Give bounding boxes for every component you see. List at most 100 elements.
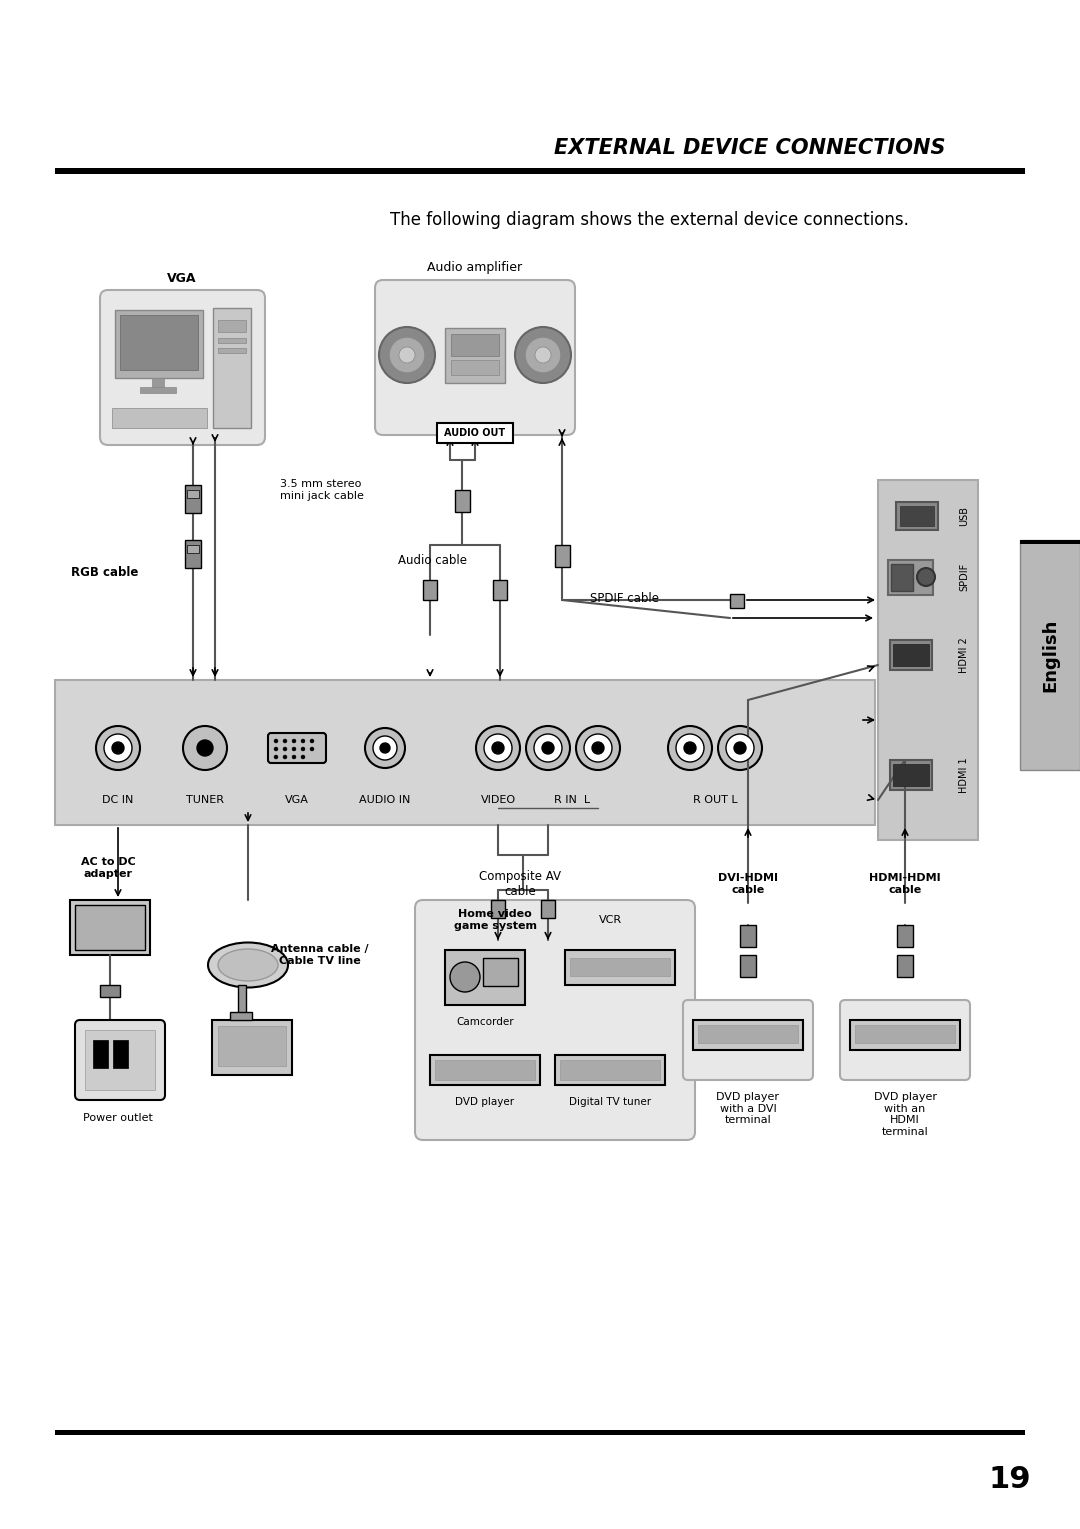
FancyBboxPatch shape	[840, 1000, 970, 1079]
Bar	[698, 1024, 798, 1043]
Circle shape	[373, 735, 397, 760]
Text: 19: 19	[988, 1465, 1031, 1494]
Circle shape	[301, 755, 305, 758]
FancyBboxPatch shape	[375, 280, 575, 434]
Circle shape	[535, 347, 551, 362]
Circle shape	[283, 755, 287, 758]
Bar	[555, 544, 570, 567]
Text: VGA: VGA	[167, 272, 197, 284]
Circle shape	[526, 726, 570, 771]
Bar	[430, 1055, 540, 1086]
Bar	[451, 359, 499, 375]
Bar	[890, 641, 932, 670]
Bar	[238, 985, 246, 1015]
Bar	[897, 956, 913, 977]
Circle shape	[197, 740, 213, 755]
Text: VCR: VCR	[598, 914, 622, 925]
Bar	[212, 1020, 292, 1075]
Bar	[437, 424, 513, 443]
Circle shape	[112, 742, 124, 754]
Circle shape	[669, 726, 712, 771]
Text: SPDIF: SPDIF	[959, 563, 969, 592]
Text: SPDIF cable: SPDIF cable	[590, 592, 659, 604]
Bar	[435, 1060, 535, 1079]
Bar	[561, 1060, 660, 1079]
Text: Power outlet: Power outlet	[83, 1113, 153, 1122]
Bar	[888, 560, 933, 595]
Circle shape	[718, 726, 762, 771]
Bar	[187, 544, 199, 553]
Text: DVD player: DVD player	[456, 1096, 514, 1107]
Bar	[896, 502, 939, 531]
Text: Camcorder: Camcorder	[456, 1017, 514, 1027]
Text: EXTERNAL DEVICE CONNECTIONS: EXTERNAL DEVICE CONNECTIONS	[554, 138, 946, 157]
Bar	[445, 950, 525, 1005]
Bar	[893, 644, 929, 667]
Bar	[152, 378, 164, 388]
Circle shape	[292, 739, 296, 743]
Text: DVD player
with an
HDMI
terminal: DVD player with an HDMI terminal	[874, 1092, 936, 1136]
Circle shape	[484, 734, 512, 761]
Circle shape	[684, 742, 696, 754]
Bar	[187, 489, 199, 498]
Bar	[140, 387, 176, 393]
Circle shape	[542, 742, 554, 754]
Circle shape	[96, 726, 140, 771]
Text: HDMI 2: HDMI 2	[959, 638, 969, 673]
Bar	[891, 564, 913, 592]
Bar	[555, 1055, 665, 1086]
Bar	[451, 333, 499, 356]
Circle shape	[389, 336, 426, 373]
Bar	[1020, 540, 1080, 544]
FancyBboxPatch shape	[75, 1020, 165, 1099]
Bar	[55, 168, 1025, 174]
Bar	[70, 901, 150, 956]
Bar	[93, 1040, 108, 1067]
Circle shape	[310, 748, 314, 751]
Bar	[114, 310, 203, 378]
Bar	[570, 959, 670, 976]
Text: DVD player
with a DVI
terminal: DVD player with a DVI terminal	[716, 1092, 780, 1125]
Bar	[185, 540, 201, 567]
Circle shape	[274, 755, 278, 758]
Text: HDMI 1: HDMI 1	[959, 757, 969, 794]
Bar	[423, 579, 437, 599]
Bar	[120, 315, 198, 370]
Circle shape	[283, 739, 287, 743]
Bar	[541, 901, 555, 917]
Ellipse shape	[208, 942, 288, 988]
Circle shape	[292, 748, 296, 751]
Bar	[455, 489, 470, 512]
Text: Audio cable: Audio cable	[399, 553, 467, 567]
Text: VGA: VGA	[285, 795, 309, 804]
Bar	[890, 760, 932, 790]
Circle shape	[534, 734, 562, 761]
Bar	[492, 579, 507, 599]
Circle shape	[283, 748, 287, 751]
Text: DVI-HDMI
cable: DVI-HDMI cable	[718, 873, 778, 894]
FancyBboxPatch shape	[683, 1000, 813, 1079]
Text: R IN  L: R IN L	[554, 795, 590, 804]
Bar	[893, 764, 929, 786]
Circle shape	[292, 755, 296, 758]
Text: The following diagram shows the external device connections.: The following diagram shows the external…	[390, 211, 909, 229]
Bar	[491, 901, 505, 917]
Bar	[55, 1430, 1025, 1436]
Circle shape	[492, 742, 504, 754]
Text: RGB cable: RGB cable	[71, 566, 138, 578]
Bar	[483, 959, 518, 986]
Circle shape	[576, 726, 620, 771]
Circle shape	[379, 327, 435, 382]
Text: VIDEO: VIDEO	[481, 795, 515, 804]
Bar	[693, 1020, 804, 1050]
Bar	[1020, 540, 1080, 771]
Bar	[55, 680, 875, 826]
Text: Digital TV tuner: Digital TV tuner	[569, 1096, 651, 1107]
Bar	[85, 1031, 156, 1090]
Bar	[218, 338, 246, 342]
Text: Home video
game system: Home video game system	[454, 910, 537, 931]
Bar	[730, 593, 744, 609]
Text: AC to DC
adapter: AC to DC adapter	[81, 858, 135, 879]
Bar	[100, 985, 120, 997]
Circle shape	[592, 742, 604, 754]
